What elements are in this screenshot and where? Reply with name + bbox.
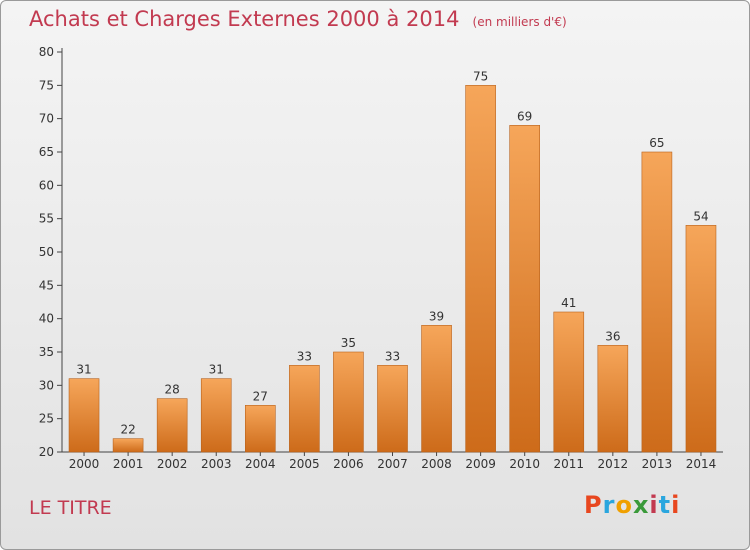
bar: [68, 378, 100, 453]
x-tick-label: 2010: [509, 457, 540, 471]
x-tick-label: 2011: [553, 457, 584, 471]
bar: [377, 365, 408, 453]
y-tick-label: 25: [39, 412, 54, 426]
bar-value-label: 39: [429, 309, 444, 323]
axis-layer: 20 25 30 35 40 45 50 55 60 65 70 75 80 2000 2001 2002 20…: [39, 45, 723, 471]
bar-value-label: 22: [120, 423, 135, 437]
x-tick-label: 2001: [113, 457, 144, 471]
bar: [289, 365, 320, 453]
bar-value-label: 27: [253, 389, 268, 403]
x-tick-label: 2009: [465, 457, 496, 471]
bar-value-label: 41: [561, 296, 576, 310]
logo-letter: x: [632, 491, 650, 519]
bar: [509, 125, 541, 453]
proxiti-logo: Proxiti: [584, 491, 680, 519]
bar-value-label: 31: [209, 363, 224, 377]
bar-value-label: 33: [297, 349, 312, 363]
bar: [597, 345, 629, 453]
x-tick-label: 2014: [686, 457, 717, 471]
y-tick-label: 50: [39, 245, 54, 259]
bar-layer: 31 22 28 31 27 33 35 33 39 75 69 41 36 65 54: [68, 69, 717, 453]
x-tick-label: 2006: [333, 457, 364, 471]
x-tick-label: 2013: [642, 457, 673, 471]
x-tick-label: 2004: [245, 457, 276, 471]
bar-value-label: 33: [385, 349, 400, 363]
bar: [333, 351, 364, 453]
y-tick-label: 55: [39, 212, 54, 226]
bar-value-label: 28: [165, 383, 180, 397]
bar-value-label: 36: [605, 329, 620, 343]
y-tick-label: 35: [39, 345, 54, 359]
y-tick-label: 40: [39, 312, 54, 326]
y-tick-label: 20: [39, 445, 54, 459]
y-tick-label: 30: [39, 378, 54, 392]
x-tick-label: 2000: [69, 457, 100, 471]
commune-name: LE TITRE: [29, 497, 112, 519]
x-tick-label: 2005: [289, 457, 320, 471]
logo-letter: t: [658, 491, 672, 519]
y-tick-label: 60: [39, 178, 54, 192]
bar-value-label: 54: [693, 209, 708, 223]
bar: [156, 398, 188, 453]
logo-letter: r: [602, 491, 616, 519]
y-tick-label: 65: [39, 145, 54, 159]
x-tick-label: 2007: [377, 457, 408, 471]
chart-unit: (en milliers d'€): [472, 15, 567, 29]
y-tick-label: 45: [39, 278, 54, 292]
y-tick-label: 70: [39, 112, 54, 126]
y-tick-label: 75: [39, 78, 54, 92]
x-tick-label: 2002: [157, 457, 188, 471]
bar: [245, 405, 276, 453]
x-tick-label: 2003: [201, 457, 232, 471]
logo-letter: P: [584, 491, 603, 519]
bar-value-label: 35: [341, 336, 356, 350]
chart-title: Achats et Charges Externes 2000 à 2014: [29, 7, 460, 31]
logo-letter: i: [649, 491, 659, 519]
x-tick-label: 2008: [421, 457, 452, 471]
bar-value-label: 69: [517, 109, 532, 123]
bar: [112, 438, 144, 453]
logo-letter: i: [671, 491, 681, 519]
bar: [200, 378, 232, 453]
bar: [685, 225, 717, 453]
bar-value-label: 75: [473, 69, 488, 83]
bar: [641, 151, 673, 453]
logo-letter: o: [615, 491, 633, 519]
y-tick-label: 80: [39, 45, 54, 59]
bar-value-label: 65: [649, 136, 664, 150]
bar: [465, 85, 496, 453]
bar-value-label: 31: [76, 363, 91, 377]
bar: [421, 325, 452, 453]
chart-title-block: Achats et Charges Externes 2000 à 2014 (…: [29, 7, 567, 31]
x-tick-label: 2012: [598, 457, 629, 471]
bar: [553, 311, 585, 453]
